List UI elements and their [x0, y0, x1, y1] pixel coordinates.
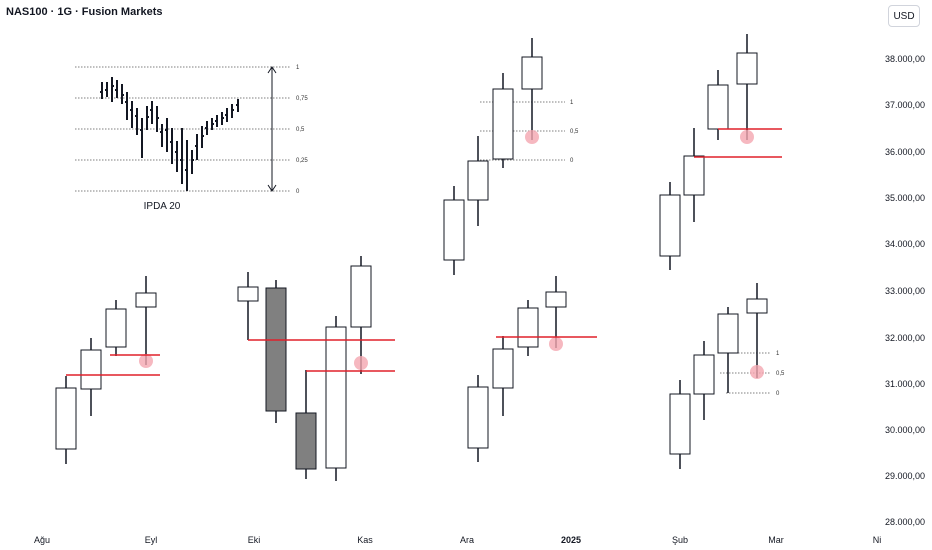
candle [135, 292, 157, 308]
candle [693, 354, 715, 395]
time-label: Şub [672, 535, 688, 545]
candle [717, 313, 739, 354]
candle [265, 287, 287, 412]
candle [350, 265, 372, 328]
fib-label: 0,5 [570, 129, 579, 135]
candle [707, 84, 729, 130]
ipda-level-label: 0,5 [296, 127, 305, 133]
ipda-level-label: 0,25 [296, 158, 308, 164]
range-arrow [267, 66, 277, 192]
price-label: 32.000,00 [885, 333, 925, 343]
candle-group-a [55, 276, 160, 464]
candle [669, 393, 691, 455]
candle [105, 308, 127, 348]
sweep-marker [549, 337, 563, 351]
price-label: 35.000,00 [885, 193, 925, 203]
fib-label: 0,5 [776, 371, 785, 377]
candle [295, 412, 317, 470]
sweep-marker [740, 130, 754, 144]
candle [521, 56, 543, 90]
price-label: 37.000,00 [885, 100, 925, 110]
candle-group-e [659, 34, 782, 270]
price-label: 38.000,00 [885, 54, 925, 64]
ipda-level-label: 0,75 [296, 96, 308, 102]
time-label: Mar [768, 535, 784, 545]
price-label: 28.000,00 [885, 517, 925, 527]
price-label: 29.000,00 [885, 471, 925, 481]
fib-label: 1 [776, 351, 780, 357]
sweep-marker [525, 130, 539, 144]
time-label: Ara [460, 535, 474, 545]
chart-title: NAS100 · 1G · Fusion Markets [6, 6, 163, 18]
time-label: Eki [248, 535, 261, 545]
fib-label: 1 [570, 100, 574, 106]
candle [237, 286, 259, 302]
price-label: 31.000,00 [885, 379, 925, 389]
candle-group-f: 1 0,5 0 [669, 283, 785, 469]
candle [659, 194, 681, 257]
ipda-label: IPDA 20 [144, 201, 181, 212]
sweep-marker [139, 354, 153, 368]
candle [492, 88, 514, 160]
ipda-bars [100, 77, 239, 191]
time-label: Ni [873, 535, 882, 545]
sweep-marker [750, 365, 764, 379]
candle [467, 386, 489, 449]
sweep-marker [354, 356, 368, 370]
fib-label: 0 [570, 158, 574, 164]
currency-button[interactable]: USD [888, 5, 920, 27]
ipda-level-label: 1 [296, 65, 300, 71]
time-label: 2025 [561, 535, 581, 545]
candle [443, 199, 465, 261]
candle [492, 348, 514, 389]
candle [545, 291, 567, 308]
price-label: 34.000,00 [885, 239, 925, 249]
candle [325, 326, 347, 469]
candle [55, 387, 77, 450]
time-axis: Ağu Eyl Eki Kas Ara 2025 Şub Mar Ni [34, 535, 881, 545]
price-label: 36.000,00 [885, 147, 925, 157]
candle [80, 349, 102, 390]
candle-group-b [237, 256, 395, 481]
time-label: Ağu [34, 535, 50, 545]
fib-label: 0 [776, 391, 780, 397]
candle-group-c: 1 0,5 0 [443, 38, 579, 275]
ipda-level-label: 0 [296, 189, 300, 195]
candle [683, 155, 705, 196]
time-label: Eyl [145, 535, 158, 545]
candle [736, 52, 758, 85]
price-label: 30.000,00 [885, 425, 925, 435]
candle [746, 298, 768, 314]
price-axis: 38.000,00 37.000,00 36.000,00 35.000,00 … [885, 54, 925, 527]
candle [467, 160, 489, 201]
time-label: Kas [357, 535, 373, 545]
price-label: 33.000,00 [885, 286, 925, 296]
candle [517, 307, 539, 348]
ipda-panel: 1 0,75 0,5 0,25 0 [75, 65, 308, 212]
candle-group-d [467, 276, 597, 462]
